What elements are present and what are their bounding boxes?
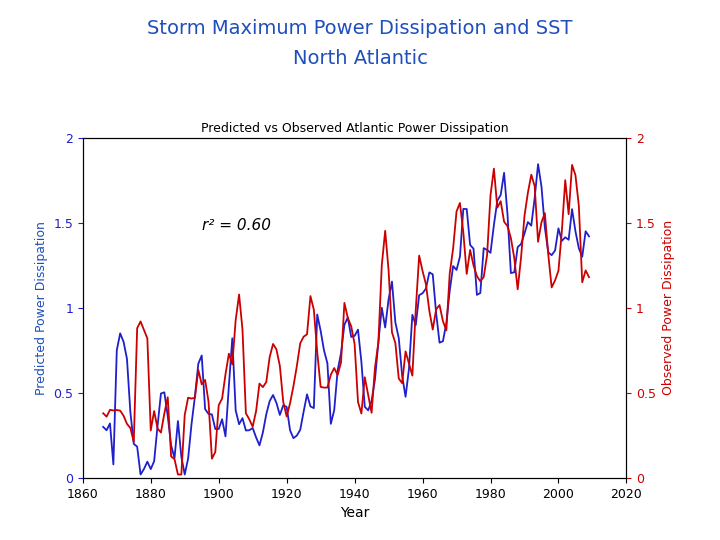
X-axis label: Year: Year <box>340 506 369 520</box>
Y-axis label: Predicted Power Dissipation: Predicted Power Dissipation <box>35 221 48 395</box>
Y-axis label: Observed Power Dissipation: Observed Power Dissipation <box>662 220 675 395</box>
Title: Predicted vs Observed Atlantic Power Dissipation: Predicted vs Observed Atlantic Power Dis… <box>201 122 508 135</box>
Text: Storm Maximum Power Dissipation and SST: Storm Maximum Power Dissipation and SST <box>148 19 572 38</box>
Text: North Atlantic: North Atlantic <box>292 49 428 68</box>
Text: r² = 0.60: r² = 0.60 <box>202 218 271 233</box>
